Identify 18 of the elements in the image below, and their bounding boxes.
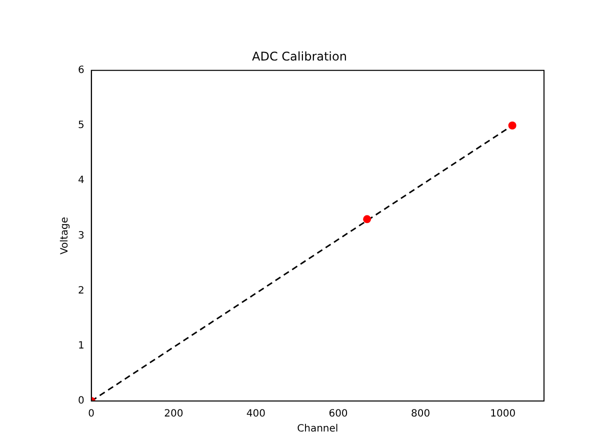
y-tick-label: 0 (78, 396, 84, 407)
y-tick-label: 4 (78, 175, 84, 186)
x-tick-label: 600 (328, 408, 348, 420)
point (363, 215, 372, 224)
y-tick-label: 1 (78, 340, 84, 352)
point (508, 122, 516, 130)
x-tick-label: 0 (88, 408, 95, 420)
y-axis-title: Voltage (60, 216, 71, 254)
x-tick-label: 800 (411, 408, 430, 420)
chart-title: ADC Calibration (252, 49, 347, 64)
y-tick-label: 5 (78, 120, 84, 132)
x-tick-label: 200 (164, 408, 184, 420)
y-tick-label: 6 (78, 64, 84, 76)
x-axis-title: Channel (297, 424, 338, 435)
y-tick-label: 3 (78, 230, 84, 242)
x-tick-label: 1000 (490, 408, 516, 420)
x-tick-label: 400 (246, 408, 266, 420)
y-tick-label: 2 (78, 285, 84, 296)
